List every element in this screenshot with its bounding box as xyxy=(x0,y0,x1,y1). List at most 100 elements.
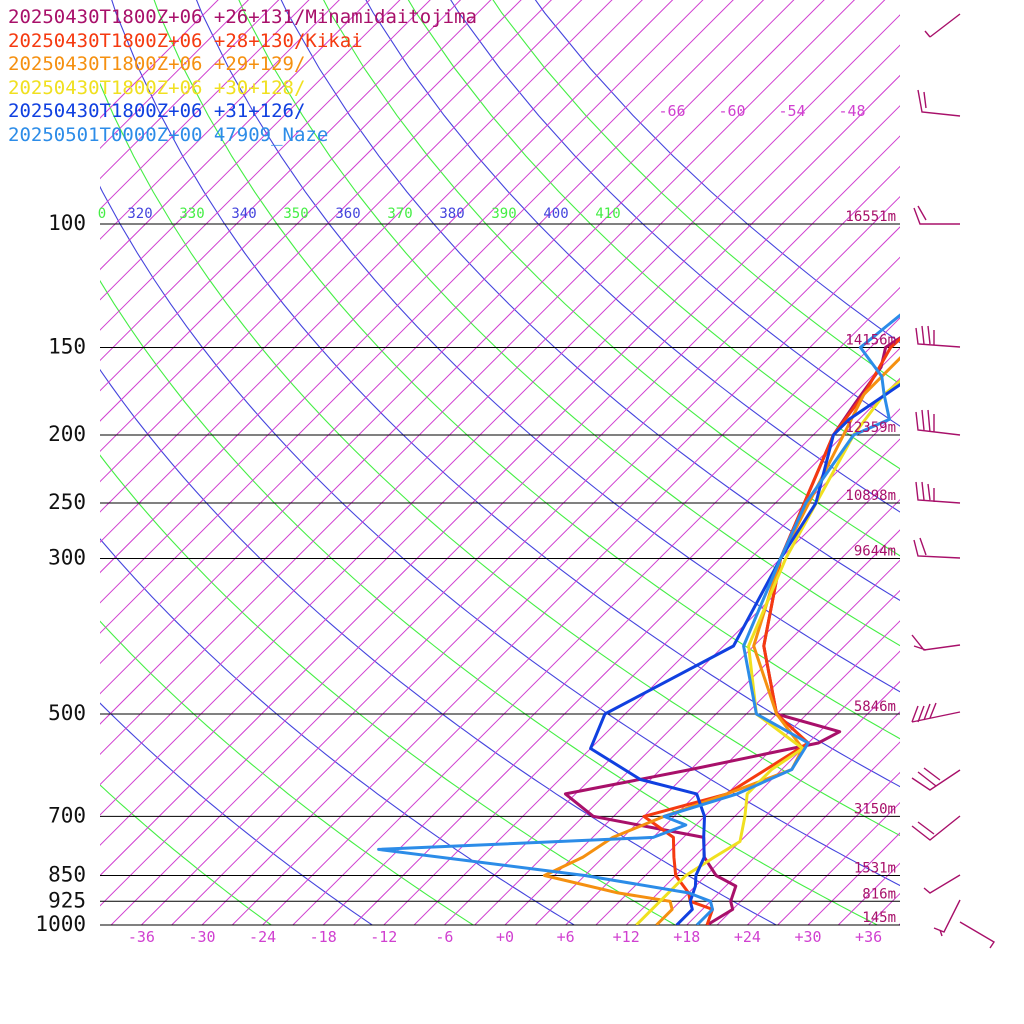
isotherm-top-label: -54 xyxy=(778,102,805,120)
theta-label: 360 xyxy=(335,206,360,222)
wind-barb xyxy=(915,325,961,348)
isotherm-line xyxy=(413,438,900,925)
isotherm-top-label: -60 xyxy=(718,102,745,120)
pressure-label: 850 xyxy=(48,863,86,887)
isotherm-line xyxy=(100,0,492,392)
x-tick-label: -12 xyxy=(370,928,397,946)
theta-label: 0 xyxy=(98,206,106,222)
theta-label: 380 xyxy=(439,206,464,222)
wind-barb xyxy=(933,899,961,937)
pressure-label: 500 xyxy=(48,701,86,725)
isentrope-line xyxy=(100,454,676,925)
pressure-label: 1000 xyxy=(35,912,86,936)
x-tick-label: -6 xyxy=(435,928,453,946)
series-line xyxy=(642,337,900,925)
isotherm-line xyxy=(625,650,900,925)
isotherm-line xyxy=(100,0,219,119)
isotherm-top-label: -48 xyxy=(838,102,865,120)
isotherm-line xyxy=(807,832,900,925)
isotherm-line xyxy=(504,529,900,925)
isotherm-line xyxy=(100,0,431,331)
x-tick-label: -18 xyxy=(310,928,337,946)
wind-barb xyxy=(911,815,961,841)
height-label: 16551m xyxy=(845,209,896,225)
x-tick-label: +12 xyxy=(613,928,640,946)
isotherm-line xyxy=(777,801,900,925)
wind-barb xyxy=(959,921,995,949)
isotherm-line xyxy=(868,892,900,925)
isotherm-line xyxy=(595,620,900,925)
theta-label: 320 xyxy=(127,206,152,222)
theta-label: 340 xyxy=(231,206,256,222)
isotherm-line xyxy=(100,0,401,301)
wind-barb xyxy=(917,89,961,117)
isotherm-line xyxy=(100,0,250,150)
x-tick-label: -24 xyxy=(249,928,276,946)
x-tick-label: -30 xyxy=(188,928,215,946)
isotherm-line xyxy=(100,0,462,362)
x-tick-label: +24 xyxy=(734,928,761,946)
x-tick-label: +36 xyxy=(855,928,882,946)
theta-label: 400 xyxy=(543,206,568,222)
height-label: 12359m xyxy=(845,420,896,436)
series-line xyxy=(563,336,900,925)
isotherm-line xyxy=(716,741,900,925)
height-label: 14156m xyxy=(845,332,896,348)
x-tick-label: +0 xyxy=(496,928,514,946)
isentrope-line xyxy=(450,0,900,427)
pressure-label: 200 xyxy=(48,422,86,446)
isotherm-line xyxy=(686,711,900,925)
series-line xyxy=(589,382,900,925)
pressure-label: 150 xyxy=(48,334,86,358)
legend-entry: 20250430T1800Z+06 +29+129/ xyxy=(8,53,306,75)
wind-barb xyxy=(911,767,961,791)
isotherm-line xyxy=(747,771,900,925)
wind-barb xyxy=(915,481,961,504)
wind-barb xyxy=(915,409,961,436)
theta-label: 390 xyxy=(491,206,516,222)
isentrope-line xyxy=(100,538,575,925)
height-label: 816m xyxy=(862,886,896,902)
isotherm-line xyxy=(837,862,900,925)
height-label: 3150m xyxy=(854,801,896,817)
profile-series xyxy=(377,313,900,925)
isentrope-line xyxy=(100,784,272,925)
wind-barb xyxy=(913,537,961,559)
pressure-label: 100 xyxy=(48,211,86,235)
isotherm-line xyxy=(960,0,1024,925)
x-tick-label: +6 xyxy=(557,928,575,946)
legend-entry: 20250430T1800Z+06 +30+128/ xyxy=(8,76,306,99)
pressure-label: 925 xyxy=(48,888,86,912)
height-label: 9644m xyxy=(854,543,896,559)
isotherm-top-label: -66 xyxy=(658,102,685,120)
height-label: 10898m xyxy=(845,488,896,504)
isotherm-line xyxy=(100,0,522,422)
legend: 20250430T1800Z+06 +26+131/Minamidaitojim… xyxy=(8,6,477,147)
wind-barb xyxy=(923,874,961,894)
axis-labels: 100 16551m 150 14156m 200 12359m 250 10898m 300 9… xyxy=(35,102,896,946)
pressure-label: 700 xyxy=(48,803,86,827)
isotherm-line xyxy=(656,680,900,925)
wind-barb xyxy=(913,205,960,225)
isotherm-line xyxy=(898,923,900,925)
wind-barb xyxy=(911,634,961,651)
series-line xyxy=(377,313,900,925)
isotherm-line xyxy=(444,468,900,925)
wind-barbs xyxy=(911,13,995,949)
isotherm-line xyxy=(100,0,371,271)
legend-entry: 20250501T0000Z+00 47909_Naze xyxy=(8,123,329,146)
isotherm-line xyxy=(100,0,310,210)
x-tick-label: +30 xyxy=(794,928,821,946)
legend-entry: 20250430T1800Z+06 +26+131/Minamidaitojim… xyxy=(8,6,477,28)
isentrope-line xyxy=(100,702,373,925)
isotherm-line xyxy=(100,0,340,240)
series-line xyxy=(542,356,900,925)
pressure-label: 300 xyxy=(48,545,86,569)
wind-barb xyxy=(911,702,961,723)
isotherm-line xyxy=(929,0,1024,925)
theta-label: 350 xyxy=(283,206,308,222)
wind-barb xyxy=(924,13,961,38)
isotherm-line xyxy=(474,498,900,925)
x-tick-label: +18 xyxy=(673,928,700,946)
